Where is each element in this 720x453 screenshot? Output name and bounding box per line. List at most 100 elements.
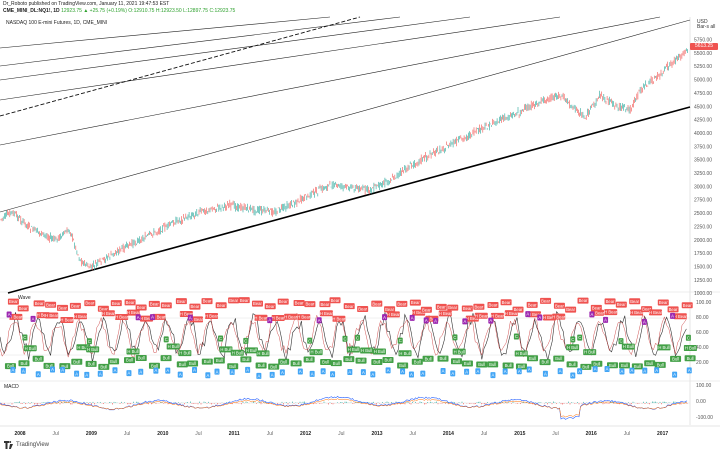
bear-tag bbox=[577, 297, 589, 304]
bear-tag-text: Bear bbox=[489, 303, 498, 308]
bear-tag bbox=[319, 301, 331, 308]
a-tag-text: A bbox=[179, 372, 182, 377]
wave-pane-label[interactable]: Wave bbox=[18, 295, 31, 301]
purple-a-tag bbox=[149, 314, 155, 321]
a-tag-text: A bbox=[281, 370, 284, 375]
a-tag-text: A bbox=[688, 368, 691, 373]
bull-tag bbox=[32, 355, 44, 362]
bull-tag-text: Bull bbox=[306, 357, 313, 362]
a-tag bbox=[408, 371, 414, 378]
bear-tag-text: Bear bbox=[279, 299, 288, 304]
hidden-bull-tag-text: H Bull bbox=[77, 345, 88, 350]
a-tag-text: A bbox=[99, 371, 102, 376]
purple-a-tag-text: A bbox=[489, 318, 492, 323]
a-tag bbox=[74, 370, 80, 377]
macd-pane-label[interactable]: MACD bbox=[4, 384, 19, 390]
bull-tag-text: Bull bbox=[657, 362, 664, 367]
bull-tag bbox=[213, 357, 225, 364]
bear-tag bbox=[57, 304, 69, 311]
bull-tag-text: Bull bbox=[672, 356, 679, 361]
hidden-bull-tag bbox=[452, 348, 466, 355]
bull-tag-text: Bull bbox=[151, 363, 158, 368]
bull-tag-text: Bull bbox=[100, 365, 107, 370]
time-axis-label: 2013 bbox=[371, 431, 382, 437]
bear-tag bbox=[135, 304, 147, 311]
a-tag bbox=[165, 367, 171, 374]
publisher-line: Dr_Roboto published on TradingView.com, … bbox=[3, 1, 170, 7]
bull-tag bbox=[176, 361, 188, 368]
c-tag-text: C bbox=[687, 335, 690, 340]
wave-tick-label: 20.00 bbox=[696, 360, 709, 366]
channel-line bbox=[0, 19, 691, 213]
price-tick-label: 2000.00 bbox=[694, 238, 712, 244]
a-tag bbox=[604, 366, 610, 373]
purple-a-tag-text: A bbox=[590, 312, 593, 317]
hidden-bull-tag-text: H Bull bbox=[399, 351, 410, 356]
bear-tag bbox=[384, 306, 396, 313]
purple-a-tag bbox=[423, 317, 429, 324]
hidden-bull-tag-text: H Bull bbox=[311, 350, 322, 355]
purple-a-tag bbox=[135, 314, 141, 321]
bull-tag bbox=[476, 361, 488, 368]
a-tag-text: A bbox=[621, 369, 624, 374]
purple-a-tag bbox=[537, 314, 543, 321]
ohlc-values: 12923.75 ▲ +25.75 (+0.19%) O:12910.75 H:… bbox=[61, 8, 236, 14]
hidden-bear-tag bbox=[271, 315, 285, 322]
bear-tag-text: Bear bbox=[541, 299, 550, 304]
hidden-bear-tag-text: H Bear bbox=[74, 314, 88, 319]
hidden-bull-tag-text: H Bull bbox=[25, 346, 36, 351]
hidden-bear-tag bbox=[74, 313, 88, 320]
hidden-bear-tag-text: H Bear bbox=[630, 310, 644, 315]
a-tag bbox=[360, 369, 366, 376]
hidden-bull-tag bbox=[372, 348, 386, 355]
wave-signal-line bbox=[0, 312, 687, 359]
channel-line bbox=[0, 16, 561, 101]
bear-tag-text: Bear bbox=[331, 298, 340, 303]
hidden-bear-tag-text: H Bear bbox=[37, 313, 51, 318]
purple-a-tag bbox=[488, 317, 494, 324]
bear-tag-text: Bear bbox=[642, 307, 651, 312]
hidden-bull-tag bbox=[360, 347, 374, 354]
bull-tag-text: Bull bbox=[61, 364, 68, 369]
c-tag bbox=[618, 338, 624, 345]
time-axis-label: 2014 bbox=[443, 431, 454, 437]
bear-tag-text: Bear bbox=[502, 300, 511, 305]
purple-a-tag-text: A bbox=[434, 318, 437, 323]
a-tag bbox=[229, 368, 235, 375]
bull-tag-text: Bull bbox=[582, 364, 589, 369]
bull-tag-text: Bull bbox=[322, 360, 329, 365]
hidden-bull-tag-text: H Bull bbox=[685, 346, 696, 351]
a-tag-text: A bbox=[410, 372, 413, 377]
c-tag-text: C bbox=[343, 336, 346, 341]
a-tag-text: A bbox=[421, 371, 424, 376]
bear-tag bbox=[526, 301, 538, 308]
hidden-bull-tag-text: H Bull bbox=[179, 351, 190, 356]
bull-tag bbox=[290, 360, 302, 367]
c-tag-text: C bbox=[219, 336, 222, 341]
price-tick-label: 4000.00 bbox=[694, 131, 712, 137]
a-tag-text: A bbox=[22, 368, 25, 373]
purple-a-tag bbox=[462, 318, 468, 325]
c-tag bbox=[570, 336, 576, 343]
bull-tag bbox=[71, 358, 83, 365]
bull-tag bbox=[18, 360, 30, 367]
a-tag bbox=[557, 368, 563, 375]
hidden-bull-tag-text: H Bull bbox=[516, 351, 527, 356]
bear-tag-text: Bear bbox=[71, 303, 80, 308]
a-tag-text: A bbox=[518, 369, 521, 374]
bear-tag-text: Bear bbox=[659, 300, 668, 305]
price-tick-label: 3750.00 bbox=[694, 144, 712, 150]
hidden-bear-tag bbox=[152, 313, 166, 320]
bear-tag-text: Bear bbox=[58, 305, 67, 310]
a-tag-text: A bbox=[476, 369, 479, 374]
symbol-name[interactable]: CME_MINI_DL:NQ1!, 1D bbox=[3, 8, 60, 14]
purple-a-tag bbox=[433, 317, 439, 324]
hidden-bear-tag-text: H Bear bbox=[439, 311, 453, 316]
footer-brand[interactable]: TradingView bbox=[4, 441, 49, 449]
hidden-bull-tag bbox=[178, 350, 192, 357]
bear-tag bbox=[681, 302, 693, 309]
bear-tag-text: Bear bbox=[372, 301, 381, 306]
bear-tag-text: Bear bbox=[137, 305, 146, 310]
a-tag-text: A bbox=[271, 372, 274, 377]
